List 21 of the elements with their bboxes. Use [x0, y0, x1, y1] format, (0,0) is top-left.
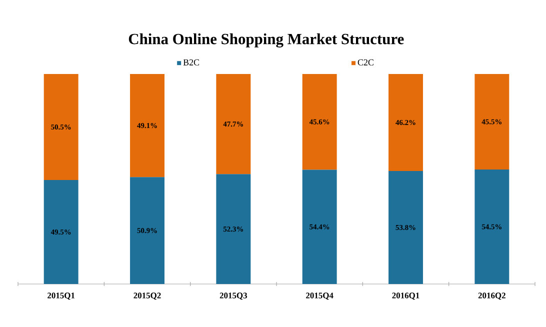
- x-tick-label: 2016Q2: [478, 292, 506, 300]
- bar: [216, 74, 251, 174]
- x-tick-label: 2015Q1: [48, 292, 75, 300]
- legend-label: B2C: [183, 59, 200, 66]
- bar: [130, 177, 164, 284]
- x-tick-label: 2015Q4: [306, 292, 334, 300]
- bar: [130, 74, 164, 178]
- bar: [388, 171, 423, 284]
- bar: [302, 74, 337, 170]
- bar: [388, 74, 423, 172]
- bar: [474, 74, 510, 170]
- x-tick-label: 2016Q1: [392, 292, 420, 300]
- bar: [216, 174, 251, 284]
- x-tick-label: 2015Q2: [134, 292, 161, 300]
- bar: [302, 170, 337, 284]
- bar: [44, 180, 78, 284]
- bar: [44, 74, 78, 180]
- chart-title: China Online Shopping Market Structure: [128, 33, 404, 48]
- legend-label: C2C: [358, 59, 374, 66]
- bar: [474, 170, 510, 284]
- x-tick-label: 2015Q3: [220, 292, 248, 300]
